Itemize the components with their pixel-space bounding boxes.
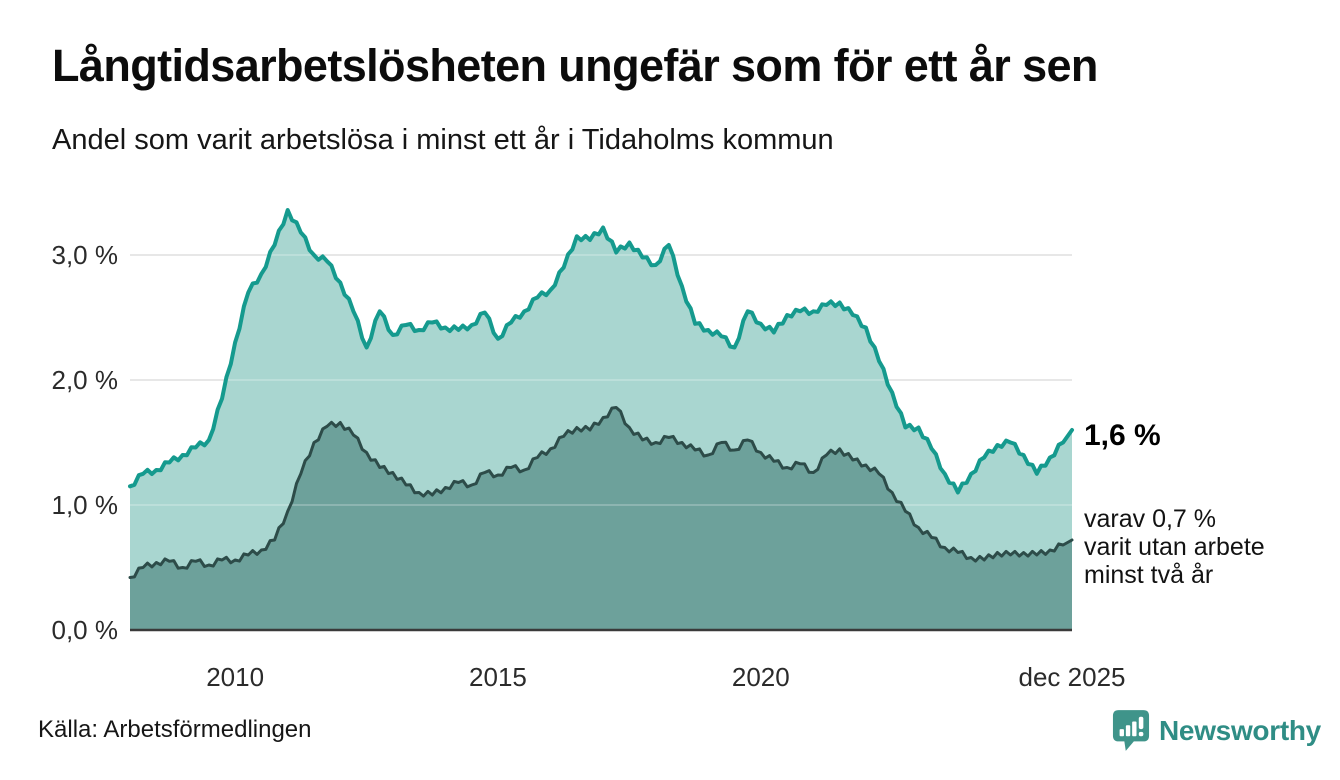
x-tick-label: dec 2025 (1018, 662, 1126, 692)
note-line: minst två år (1084, 561, 1214, 589)
x-tick-label: 2010 (206, 662, 265, 692)
note-line: varit utan arbete (1084, 533, 1265, 561)
x-tick-label: 2015 (469, 662, 527, 692)
line-unemployed-2yr (128, 406, 1074, 579)
source-label: Källa: Arbetsförmedlingen (38, 716, 312, 743)
page-subtitle: Andel som varit arbetslösa i minst ett å… (52, 124, 834, 156)
y-tick-label: 3,0 % (51, 240, 119, 270)
series2-note: varav 0,7 % varit utan arbete minst två … (1084, 505, 1265, 589)
newsworthy-wordmark: Newsworthy (1159, 714, 1321, 746)
y-tick-label: 0,0 % (51, 615, 119, 645)
note-line: varav 0,7 % (1084, 505, 1217, 533)
latest-value-label: 1,6 % (1084, 419, 1161, 452)
line-unemployed-1yr (128, 208, 1074, 495)
area-unemployed-2yr (130, 407, 1072, 630)
page-title: Långtidsarbetslösheten ungefär som för e… (52, 40, 1098, 91)
y-tick-label: 1,0 % (51, 490, 119, 520)
x-tick-label: 2020 (731, 662, 790, 692)
y-tick-label: 2,0 % (51, 365, 119, 395)
newsworthy-icon (1112, 709, 1150, 752)
newsworthy-logo: Newsworthy (1112, 709, 1321, 752)
